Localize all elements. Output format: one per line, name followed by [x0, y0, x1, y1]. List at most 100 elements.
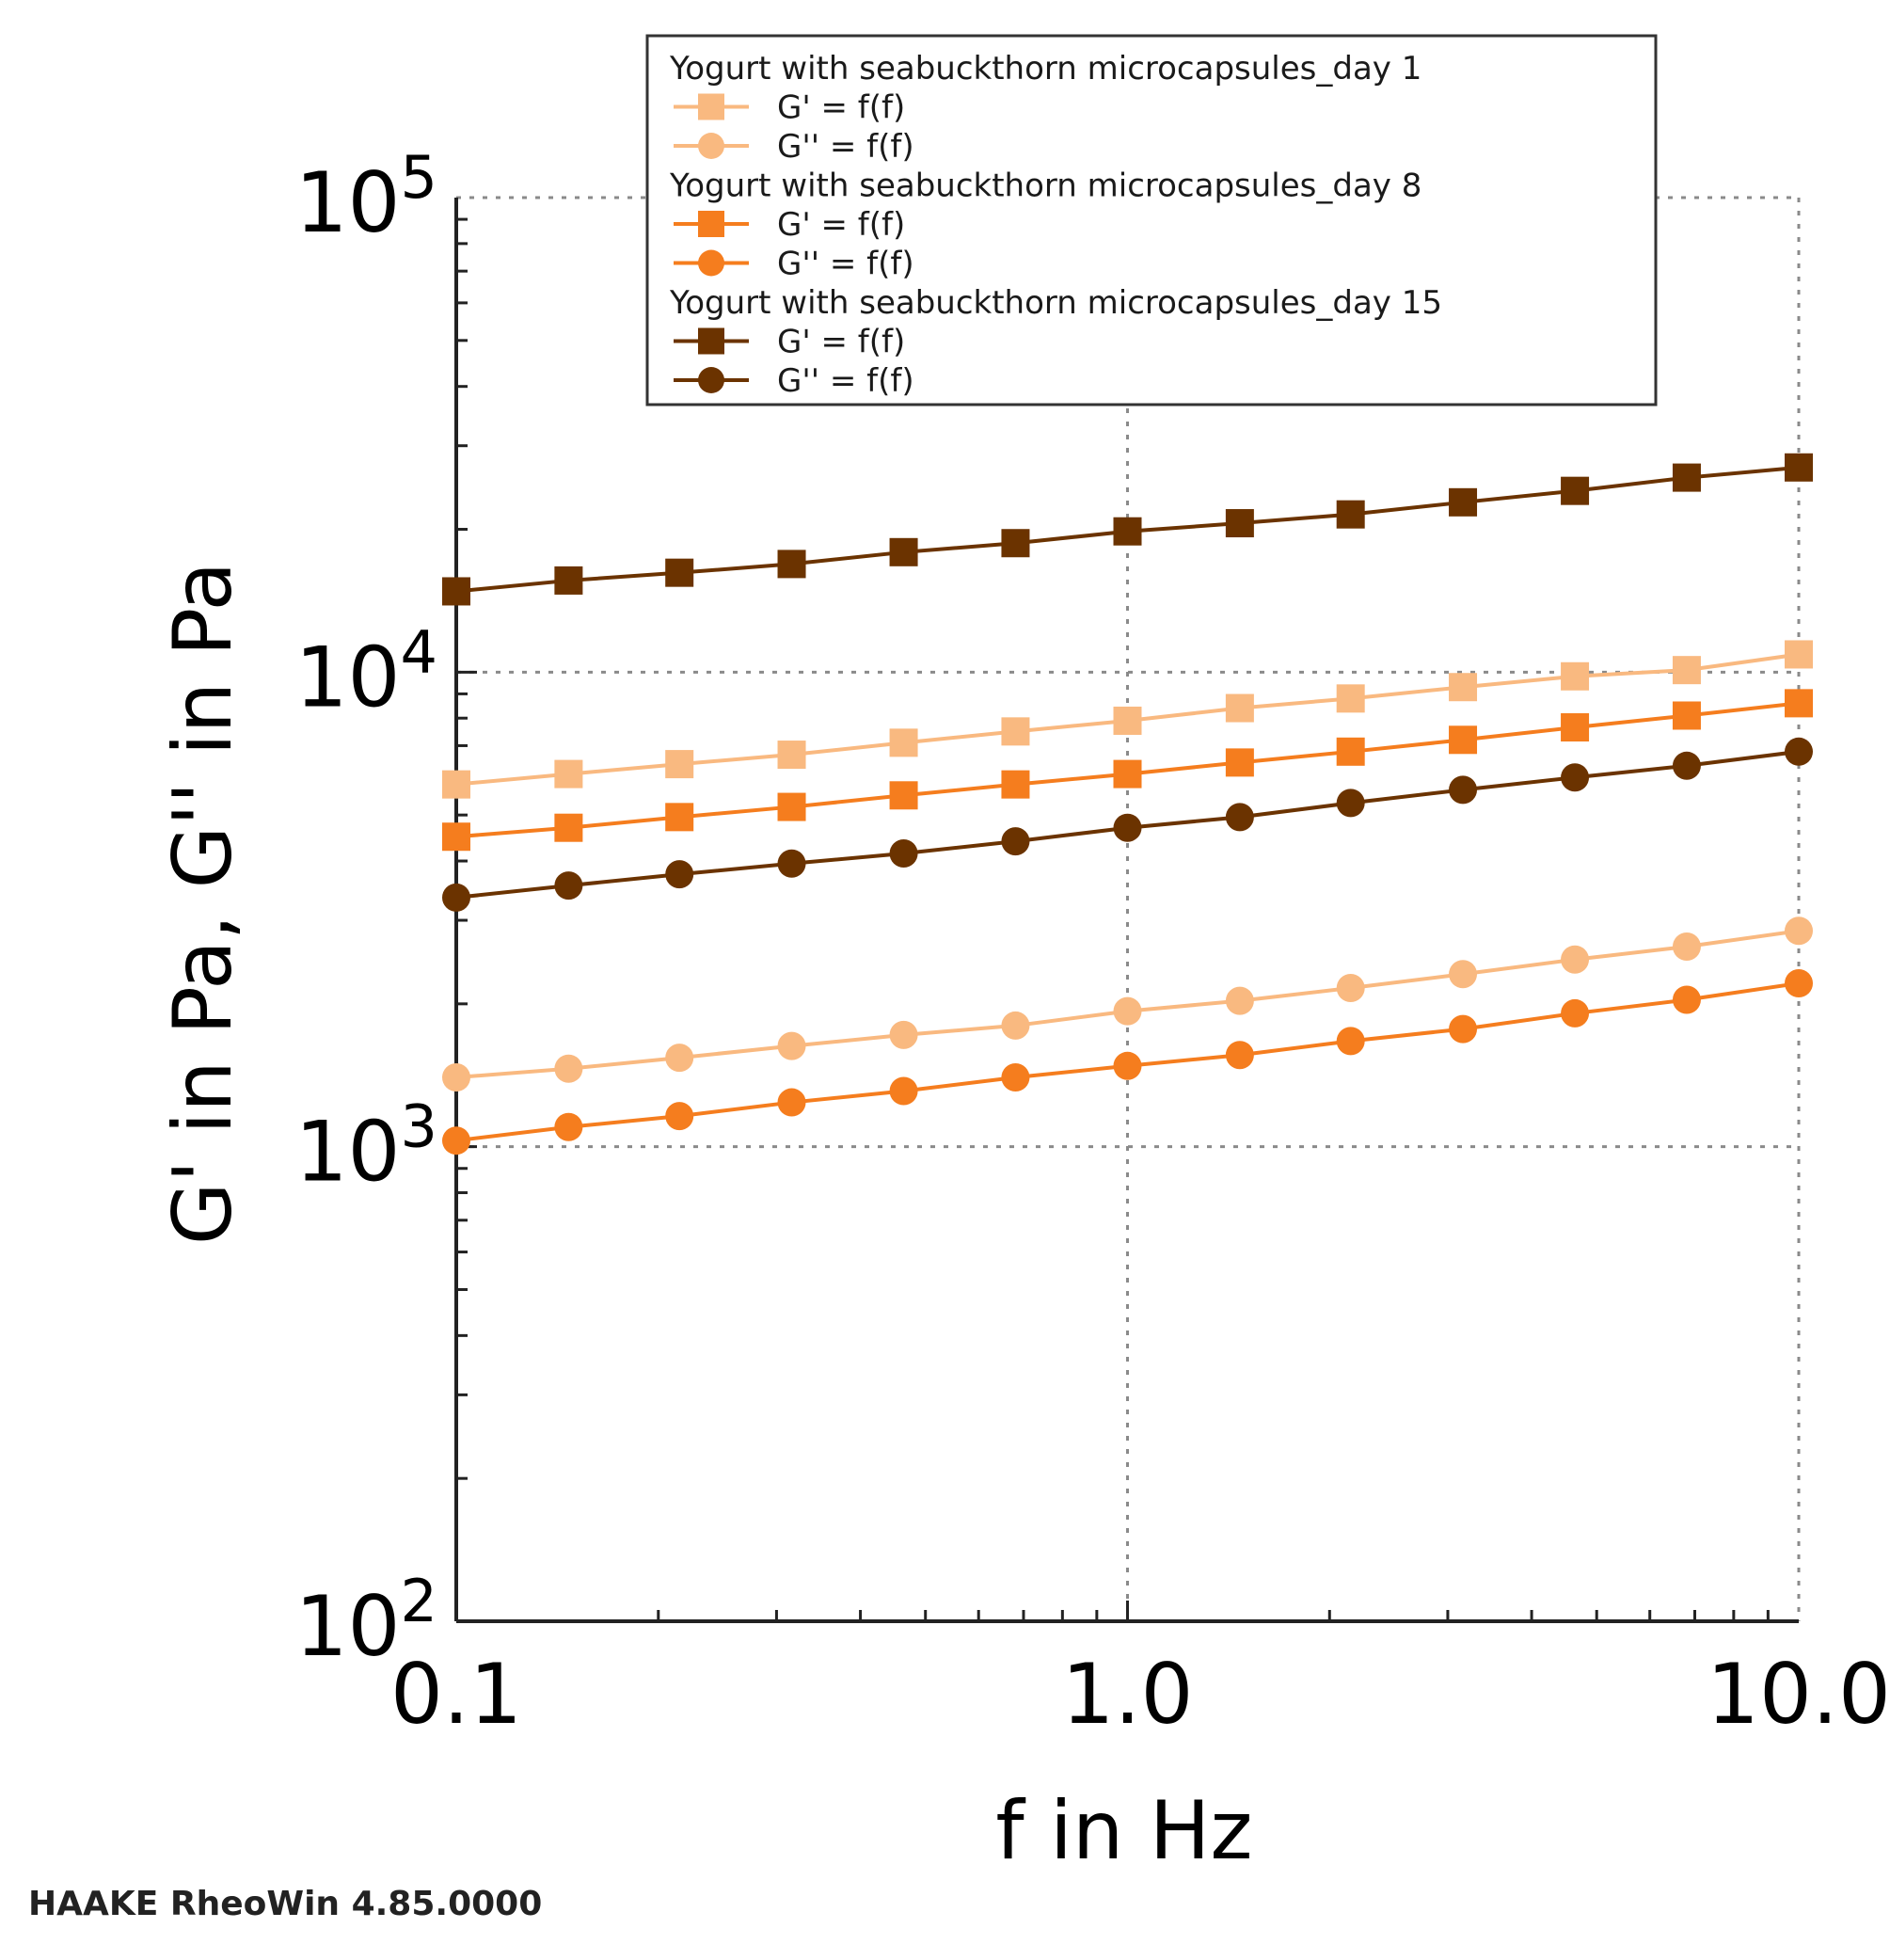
x-tick-label: 0.1 — [390, 1646, 522, 1743]
data-point — [1001, 529, 1030, 558]
data-point — [889, 1076, 918, 1106]
legend-marker — [698, 367, 724, 393]
data-point — [1785, 737, 1813, 766]
legend-group-title: Yogurt with seabuckthorn microcapsules_d… — [669, 167, 1421, 205]
legend-marker — [698, 211, 724, 237]
data-point — [1113, 996, 1142, 1026]
data-point — [889, 1020, 918, 1049]
data-point — [1336, 1027, 1365, 1056]
data-point — [554, 759, 583, 789]
legend-series-label: G'' = f(f) — [777, 362, 914, 400]
data-point — [665, 860, 694, 889]
y-axis-label: G' in Pa, G'' in Pa — [156, 562, 250, 1245]
data-point — [665, 558, 694, 587]
data-point — [1449, 1014, 1478, 1044]
data-point — [889, 537, 918, 566]
data-point — [1225, 1041, 1254, 1070]
data-point — [1336, 684, 1365, 713]
data-point — [1001, 717, 1030, 746]
data-point — [665, 1044, 694, 1073]
data-point — [889, 838, 918, 868]
legend-marker — [698, 249, 724, 277]
data-point — [1672, 463, 1701, 492]
legend-marker — [698, 133, 724, 159]
series-day2-g-prime — [442, 453, 1813, 606]
data-point — [1561, 713, 1590, 742]
data-point — [1561, 661, 1590, 691]
data-point — [1113, 813, 1142, 842]
legend-box — [645, 34, 1658, 406]
data-point — [1001, 1062, 1030, 1092]
data-point — [442, 883, 470, 912]
data-point — [442, 770, 470, 799]
data-point — [1336, 789, 1365, 818]
data-point — [1672, 701, 1701, 730]
data-point — [554, 871, 583, 900]
series-day0-g-prime — [442, 640, 1813, 799]
data-point — [554, 566, 583, 595]
y-tick-label: 102 — [295, 1567, 437, 1675]
data-point — [1336, 500, 1365, 529]
data-point — [1785, 968, 1813, 997]
x-tick-label: 1.0 — [1062, 1646, 1194, 1743]
data-point — [1113, 1051, 1142, 1080]
data-point — [1113, 759, 1142, 789]
y-tick-label: 104 — [295, 617, 437, 725]
data-point — [442, 1126, 470, 1155]
y-tick-label: 105 — [295, 143, 437, 251]
data-series — [442, 453, 1813, 1155]
data-point — [1672, 656, 1701, 685]
series-day1-g-double-prime — [442, 968, 1813, 1155]
legend-series-label: G'' = f(f) — [777, 128, 914, 166]
data-point — [777, 741, 806, 770]
data-point — [1561, 998, 1590, 1028]
series-day0-g-double-prime — [442, 916, 1813, 1092]
series-day1-g-prime — [442, 689, 1813, 852]
data-point — [889, 728, 918, 757]
data-point — [665, 803, 694, 832]
data-point — [665, 750, 694, 779]
data-point — [1672, 932, 1701, 962]
data-point — [442, 822, 470, 852]
legend-series-label: G'' = f(f) — [777, 246, 914, 283]
data-point — [889, 781, 918, 810]
data-point — [665, 1102, 694, 1131]
legend-series-label: G' = f(f) — [777, 89, 905, 127]
data-point — [554, 1054, 583, 1083]
data-point — [1785, 453, 1813, 482]
legend-series-label: G' = f(f) — [777, 324, 905, 361]
data-point — [1561, 476, 1590, 505]
data-point — [1449, 487, 1478, 517]
data-point — [442, 577, 470, 606]
data-point — [1001, 770, 1030, 799]
legend-marker — [698, 93, 724, 120]
series-day2-g-double-prime — [442, 737, 1813, 912]
data-point — [777, 550, 806, 579]
legend-group-title: Yogurt with seabuckthorn microcapsules_d… — [669, 50, 1421, 88]
data-point — [1225, 509, 1254, 538]
legend-series-label: G' = f(f) — [777, 206, 905, 244]
grid-lines — [456, 196, 1801, 1621]
data-point — [1785, 640, 1813, 669]
data-point — [777, 1088, 806, 1117]
data-point — [777, 792, 806, 821]
data-point — [442, 1062, 470, 1092]
data-point — [1449, 725, 1478, 755]
data-point — [777, 849, 806, 878]
data-point — [1225, 748, 1254, 777]
data-point — [554, 813, 583, 842]
software-version-footer: HAAKE RheoWin 4.85.0000 — [28, 1885, 542, 1923]
legend-marker — [698, 327, 724, 355]
data-point — [1785, 916, 1813, 946]
data-point — [1561, 945, 1590, 974]
data-point — [777, 1031, 806, 1060]
data-point — [1449, 673, 1478, 702]
x-axis-label: f in Hz — [995, 1784, 1252, 1878]
data-point — [1449, 775, 1478, 805]
data-point — [1336, 737, 1365, 766]
data-point — [1672, 985, 1701, 1014]
y-tick-label: 103 — [295, 1092, 437, 1201]
tick-labels: 0.1 1.0 10.0 102 103 104 105 — [295, 143, 1890, 1743]
data-point — [554, 1112, 583, 1141]
